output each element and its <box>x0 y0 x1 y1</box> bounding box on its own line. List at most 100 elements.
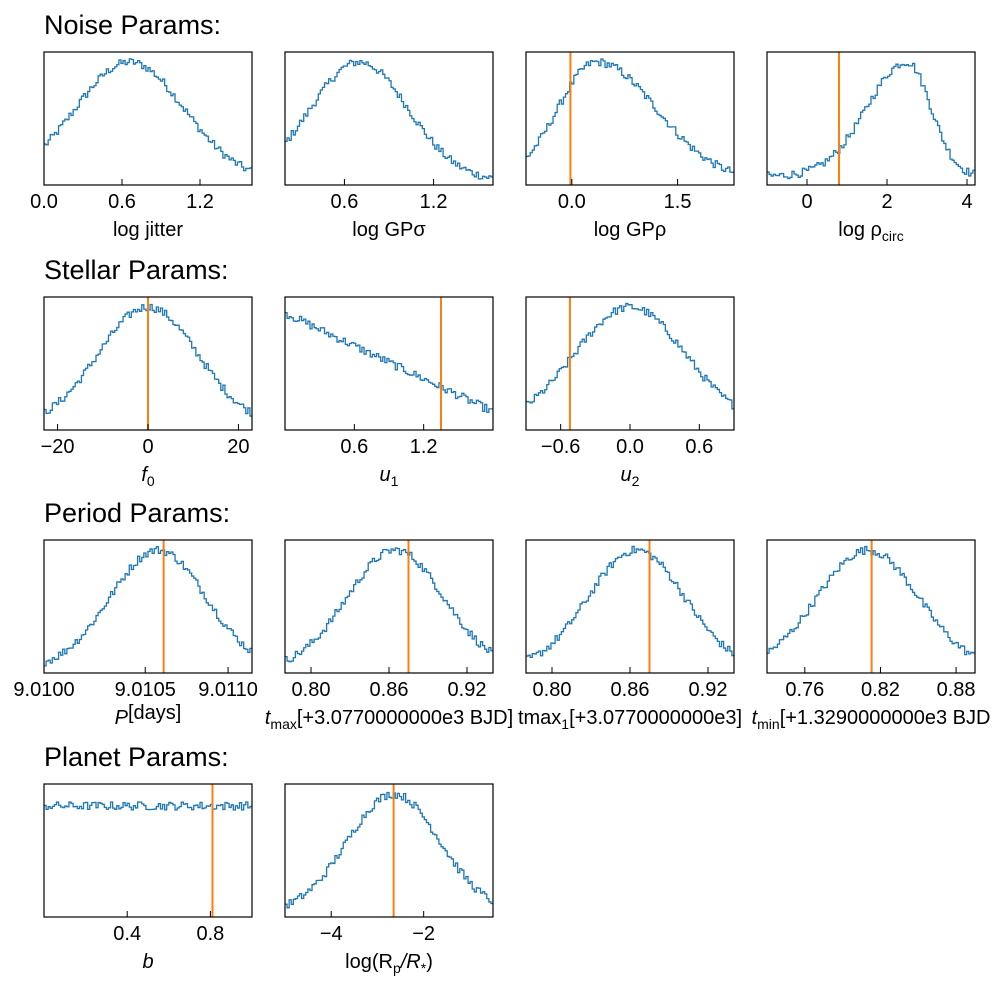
x-tick-label: 0.92 <box>689 679 728 701</box>
x-axis-label: log jitter <box>113 219 183 241</box>
panel-impact-b: 0.4 0.8 b <box>43 783 253 973</box>
x-axis-label: log(Rp/R*) <box>345 951 433 976</box>
axis-label-part: log jitter <box>113 219 183 241</box>
x-axis-label: u1 <box>380 464 399 489</box>
section-title: Period Params: <box>44 498 230 528</box>
panel-period: 9.0100 9.0105 9.0110 P[days] <box>13 539 258 729</box>
axis-label-subscript: 2 <box>632 473 640 489</box>
x-tick-label: 9.0105 <box>115 679 176 701</box>
x-tick-label: −20 <box>41 436 75 458</box>
x-tick-label: 0.80 <box>533 679 572 701</box>
x-tick-label: 9.0100 <box>13 679 74 701</box>
panel-tmax1: 0.80 0.86 0.92 tmax1[+3.0770000000e3] <box>518 539 742 732</box>
axis-label-part: tmax <box>518 707 561 729</box>
x-tick-label: 1.2 <box>410 436 438 458</box>
panel-log-gp-rho: 0.0 1.5 log GPρ <box>525 51 735 241</box>
x-tick-label: 20 <box>227 436 249 458</box>
axes-frame <box>766 539 976 674</box>
histogram-series <box>526 545 734 659</box>
histogram-series <box>285 791 493 909</box>
axes-frame <box>284 783 494 918</box>
x-axis-label: f0 <box>141 464 155 489</box>
axes-frame <box>43 51 253 186</box>
x-tick-label: −0.6 <box>541 436 580 458</box>
x-tick-label: 0.6 <box>685 436 713 458</box>
axes-frame <box>525 51 735 186</box>
panel-log-rp-rstar: −4 −2 log(Rp/R*) <box>284 783 494 976</box>
histogram-series <box>285 547 493 663</box>
histogram-series <box>44 58 252 172</box>
x-tick-label: 0.86 <box>370 679 409 701</box>
x-tick-label: 0.92 <box>448 679 487 701</box>
section-title: Planet Params: <box>44 742 229 772</box>
axis-label-part: t <box>265 707 272 729</box>
axis-label-part: [+1.3290000000e3 BJD <box>780 707 991 729</box>
x-tick-label: 0.82 <box>861 679 900 701</box>
axis-label-part: t <box>752 707 759 729</box>
x-tick-label: 0.6 <box>331 191 359 213</box>
section-3: Planet Params: 0.4 0.8 b −4 −2 log(Rp/R*) <box>43 742 494 976</box>
x-axis-label: log GPσ <box>352 219 426 241</box>
axis-label-part: u <box>621 464 632 486</box>
x-tick-label: 4 <box>961 191 972 213</box>
axis-label-part: ) <box>426 951 433 973</box>
axis-label-part: log ρ <box>838 219 882 241</box>
x-tick-label: 1.5 <box>664 191 692 213</box>
axis-label-part: u <box>380 464 391 486</box>
axis-label-part: b <box>142 951 153 973</box>
x-tick-label: 0.0 <box>616 436 644 458</box>
x-tick-label: 2 <box>881 191 892 213</box>
axis-label-part: [+3.0770000000e3] <box>569 707 742 729</box>
histogram-series <box>526 302 734 410</box>
axes-frame <box>43 539 253 674</box>
axis-label-part: /R <box>399 951 421 973</box>
panel-log-rho-circ: 0 2 4 log ρcirc <box>766 51 976 244</box>
x-tick-label: 0 <box>801 191 812 213</box>
axis-label-part: log GPρ <box>594 219 667 241</box>
axis-label-part: log GPσ <box>352 219 426 241</box>
x-tick-label: −4 <box>320 923 343 945</box>
panel-tmin: 0.76 0.82 0.88 tmin[+1.3290000000e3 BJD <box>752 539 991 732</box>
axis-label-subscript: circ <box>882 228 904 244</box>
axes-frame <box>525 539 735 674</box>
histogram-series <box>285 311 493 414</box>
axis-label-part: log(R <box>345 951 393 973</box>
axes-frame <box>766 51 976 186</box>
x-axis-label: u2 <box>621 464 640 489</box>
axes-frame <box>525 296 735 431</box>
panel-f0: −20 0 20 f0 <box>41 296 253 489</box>
axes-frame <box>284 296 494 431</box>
x-axis-label: P[days] <box>115 702 182 729</box>
x-tick-label: 0.6 <box>340 436 368 458</box>
x-tick-label: 0.88 <box>937 679 976 701</box>
section-title: Stellar Params: <box>44 255 229 285</box>
axes-frame <box>43 783 253 918</box>
axis-label-subscript: 1 <box>391 473 399 489</box>
axis-label-part: P <box>115 707 129 729</box>
x-tick-label: 0.80 <box>292 679 331 701</box>
x-tick-label: 0.6 <box>108 191 136 213</box>
panel-u2: −0.6 0.0 0.6 u2 <box>525 296 735 489</box>
x-tick-label: 1.2 <box>420 191 448 213</box>
x-tick-label: 0.0 <box>558 191 586 213</box>
axis-label-subscript: max <box>270 716 296 732</box>
histogram-series <box>767 62 975 180</box>
axis-label-subscript: 0 <box>147 473 155 489</box>
panel-log-gp-sigma: 0.6 1.2 log GPσ <box>284 51 494 241</box>
x-tick-label: 0.76 <box>785 679 824 701</box>
histogram-series <box>526 58 734 173</box>
x-tick-label: −2 <box>412 923 435 945</box>
axis-label-subscript: p <box>393 960 401 976</box>
axis-label-part: f <box>141 464 149 486</box>
x-axis-label: b <box>142 951 153 973</box>
x-tick-label: 1.2 <box>186 191 214 213</box>
axes-frame <box>284 539 494 674</box>
panel-tmax: 0.80 0.86 0.92 tmax[+3.0770000000e3 BJD] <box>265 539 513 732</box>
x-axis-label: tmax1[+3.0770000000e3] <box>518 707 742 732</box>
axis-label-subscript: 1 <box>561 716 569 732</box>
histogram-series <box>44 801 252 811</box>
x-axis-label: tmax[+3.0770000000e3 BJD] <box>265 707 513 732</box>
